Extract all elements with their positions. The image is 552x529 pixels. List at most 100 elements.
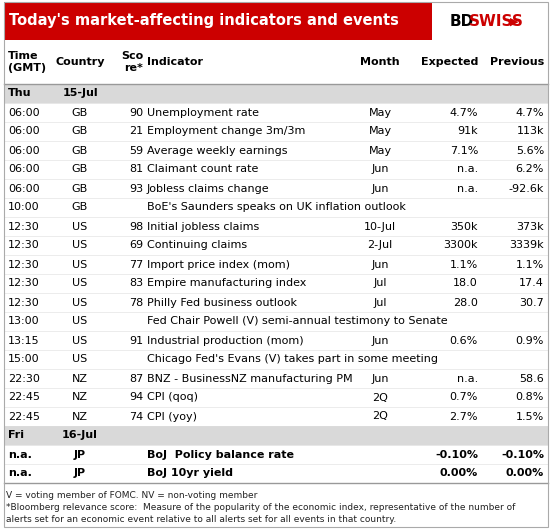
Text: 94: 94: [129, 393, 143, 403]
Text: 06:00: 06:00: [8, 165, 40, 175]
Text: 0.8%: 0.8%: [516, 393, 544, 403]
Text: 18.0: 18.0: [453, 278, 478, 288]
Text: 59: 59: [129, 145, 143, 156]
Text: Jul: Jul: [373, 278, 387, 288]
Text: GB: GB: [72, 145, 88, 156]
Text: Employment change 3m/3m: Employment change 3m/3m: [147, 126, 305, 136]
Text: 7.1%: 7.1%: [450, 145, 478, 156]
Text: 69: 69: [129, 241, 143, 251]
Text: 81: 81: [129, 165, 143, 175]
Text: US: US: [72, 222, 88, 232]
Text: 17.4: 17.4: [519, 278, 544, 288]
Text: GB: GB: [72, 165, 88, 175]
Text: 12:30: 12:30: [8, 222, 40, 232]
Text: Jun: Jun: [371, 165, 389, 175]
Text: 0.9%: 0.9%: [516, 335, 544, 345]
Text: Thu: Thu: [8, 88, 31, 98]
Text: 13:00: 13:00: [8, 316, 40, 326]
Text: -92.6k: -92.6k: [508, 184, 544, 194]
Text: Empire manufacturing index: Empire manufacturing index: [147, 278, 306, 288]
Text: Jun: Jun: [371, 260, 389, 269]
Text: 0.6%: 0.6%: [450, 335, 478, 345]
Text: n.a.: n.a.: [457, 184, 478, 194]
Text: 10-Jul: 10-Jul: [364, 222, 396, 232]
Text: Time
(GMT): Time (GMT): [8, 51, 46, 73]
Text: 0.00%: 0.00%: [440, 469, 478, 479]
Text: 113k: 113k: [517, 126, 544, 136]
Text: 28.0: 28.0: [453, 297, 478, 307]
Text: V = voting member of FOMC. NV = non-voting member: V = voting member of FOMC. NV = non-voti…: [6, 491, 257, 500]
Text: 22:45: 22:45: [8, 393, 40, 403]
Text: May: May: [368, 126, 391, 136]
Text: 5.6%: 5.6%: [516, 145, 544, 156]
Text: Import price index (mom): Import price index (mom): [147, 260, 290, 269]
Text: 350k: 350k: [450, 222, 478, 232]
Text: ▶: ▶: [510, 17, 518, 27]
Text: 83: 83: [129, 278, 143, 288]
Text: 4.7%: 4.7%: [516, 107, 544, 117]
Text: 06:00: 06:00: [8, 126, 40, 136]
Text: n.a.: n.a.: [457, 165, 478, 175]
Text: GB: GB: [72, 203, 88, 213]
Text: 06:00: 06:00: [8, 107, 40, 117]
Text: Month: Month: [360, 57, 400, 67]
Text: BoJ 10yr yield: BoJ 10yr yield: [147, 469, 233, 479]
Text: GB: GB: [72, 184, 88, 194]
Text: Previous: Previous: [490, 57, 544, 67]
Text: NZ: NZ: [72, 373, 88, 384]
Text: 30.7: 30.7: [519, 297, 544, 307]
Text: 15:00: 15:00: [8, 354, 40, 364]
Text: 12:30: 12:30: [8, 297, 40, 307]
Text: n.a.: n.a.: [8, 469, 32, 479]
Text: US: US: [72, 335, 88, 345]
Text: May: May: [368, 145, 391, 156]
Text: NZ: NZ: [72, 412, 88, 422]
Text: JP: JP: [74, 450, 86, 460]
Text: 2Q: 2Q: [372, 412, 388, 422]
Text: May: May: [368, 107, 391, 117]
Text: 06:00: 06:00: [8, 184, 40, 194]
Text: Claimant count rate: Claimant count rate: [147, 165, 258, 175]
Text: 06:00: 06:00: [8, 145, 40, 156]
Text: -0.10%: -0.10%: [435, 450, 478, 460]
Text: 3339k: 3339k: [509, 241, 544, 251]
Text: 77: 77: [129, 260, 143, 269]
Text: 98: 98: [129, 222, 143, 232]
Text: NZ: NZ: [72, 393, 88, 403]
Text: 13:15: 13:15: [8, 335, 40, 345]
Text: 91: 91: [129, 335, 143, 345]
Text: Philly Fed business outlook: Philly Fed business outlook: [147, 297, 297, 307]
Text: 10:00: 10:00: [8, 203, 40, 213]
Text: 93: 93: [129, 184, 143, 194]
Text: 15-Jul: 15-Jul: [62, 88, 98, 98]
Text: 22:30: 22:30: [8, 373, 40, 384]
Text: Unemployment rate: Unemployment rate: [147, 107, 259, 117]
Text: 12:30: 12:30: [8, 278, 40, 288]
Text: 21: 21: [129, 126, 143, 136]
Bar: [432, 2, 550, 40]
Text: Country: Country: [55, 57, 105, 67]
Text: Fed Chair Powell (V) semi-annual testimony to Senate: Fed Chair Powell (V) semi-annual testimo…: [147, 316, 448, 326]
Text: Chicago Fed's Evans (V) takes part in some meeting: Chicago Fed's Evans (V) takes part in so…: [147, 354, 438, 364]
Text: Sco
re*: Sco re*: [121, 51, 143, 73]
Text: alerts set for an economic event relative to all alerts set for all events in th: alerts set for an economic event relativ…: [6, 515, 396, 524]
Text: Jun: Jun: [371, 335, 389, 345]
Text: GB: GB: [72, 126, 88, 136]
Text: CPI (yoy): CPI (yoy): [147, 412, 197, 422]
Text: 1.1%: 1.1%: [450, 260, 478, 269]
Text: 78: 78: [129, 297, 143, 307]
Text: 1.1%: 1.1%: [516, 260, 544, 269]
Text: US: US: [72, 297, 88, 307]
Bar: [4, 84, 548, 103]
Text: Industrial production (mom): Industrial production (mom): [147, 335, 304, 345]
Text: Jul: Jul: [373, 297, 387, 307]
Text: BNZ - BusinessNZ manufacturing PM: BNZ - BusinessNZ manufacturing PM: [147, 373, 353, 384]
Text: US: US: [72, 260, 88, 269]
Text: 2Q: 2Q: [372, 393, 388, 403]
Text: JP: JP: [74, 469, 86, 479]
Text: 58.6: 58.6: [519, 373, 544, 384]
Text: Continuing claims: Continuing claims: [147, 241, 247, 251]
Text: BoE's Saunders speaks on UK inflation outlook: BoE's Saunders speaks on UK inflation ou…: [147, 203, 406, 213]
Text: 3300k: 3300k: [443, 241, 478, 251]
Text: 22:45: 22:45: [8, 412, 40, 422]
